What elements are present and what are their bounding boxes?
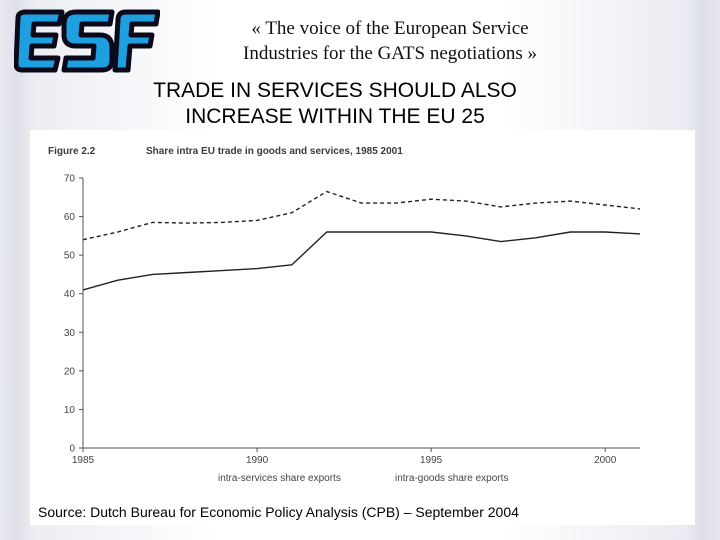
line-chart: Figure 2.2 Share intra EU trade in goods… <box>48 146 641 484</box>
x-tick-label: 1995 <box>420 455 443 466</box>
x-tick-label: 1985 <box>72 455 95 466</box>
figure-number: Figure 2.2 <box>48 146 96 157</box>
tagline-line-2: Industries for the GATS negotiations » <box>243 43 537 64</box>
chart-panel: Figure 2.2 Share intra EU trade in goods… <box>30 130 695 525</box>
esf-logo <box>14 9 160 73</box>
y-tick-label: 30 <box>64 328 76 339</box>
y-tick-label: 10 <box>64 405 76 416</box>
headline-line-1: TRADE IN SERVICES SHOULD ALSO <box>153 79 517 102</box>
y-tick-label: 70 <box>64 174 76 185</box>
legend-entry: intra-services share exports <box>218 473 341 484</box>
x-tick-label: 1990 <box>246 455 269 466</box>
y-tick-label: 0 <box>69 444 75 455</box>
source-note: Source: Dutch Bureau for Economic Policy… <box>38 504 519 520</box>
x-tick-label: 2000 <box>594 455 617 466</box>
services-series-line <box>82 231 641 291</box>
y-tick-label: 60 <box>64 212 76 223</box>
headline-line-2: INCREASE WITHIN THE EU 25 <box>185 105 485 128</box>
legend-entry: intra-goods share exports <box>395 473 508 484</box>
y-tick-label: 20 <box>64 366 76 377</box>
y-tick-label: 50 <box>64 251 76 262</box>
chart-title: Share intra EU trade in goods and servic… <box>146 146 403 157</box>
y-tick-label: 40 <box>64 289 76 300</box>
goods-series-line <box>82 190 641 241</box>
slide-headline: TRADE IN SERVICES SHOULD ALSO INCREASE W… <box>60 78 610 130</box>
tagline-line-1: « The voice of the European Service <box>251 18 529 39</box>
tagline: « The voice of the European Service Indu… <box>195 16 585 66</box>
